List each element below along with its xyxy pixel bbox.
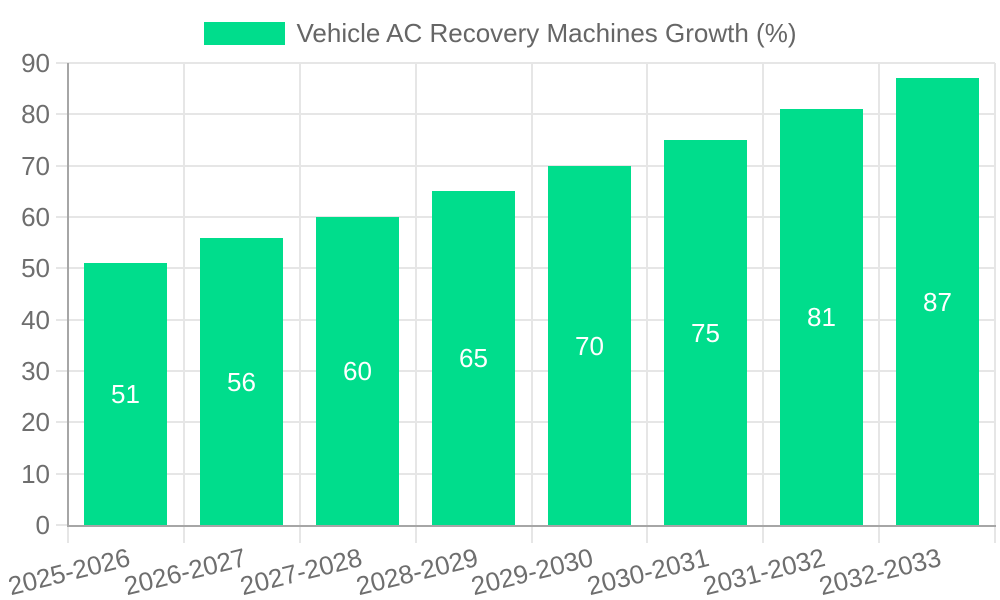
y-axis-label: 0 xyxy=(35,510,50,540)
x-axis-line xyxy=(67,525,996,527)
bar-value-label: 65 xyxy=(459,343,488,373)
x-axis-tick xyxy=(762,525,765,543)
y-axis-label: 20 xyxy=(21,407,50,438)
legend-title: Vehicle AC Recovery Machines Growth (%) xyxy=(296,18,797,48)
y-axis-tick xyxy=(56,62,68,64)
gridline-vertical xyxy=(646,63,649,525)
bar-value-label: 60 xyxy=(343,356,372,386)
y-axis-label: 90 xyxy=(21,48,50,78)
y-axis-label: 30 xyxy=(21,356,50,386)
bar-value-label: 87 xyxy=(923,287,952,317)
bar-value-label: 51 xyxy=(111,379,140,409)
y-axis-tick xyxy=(56,164,68,167)
x-axis-tick xyxy=(646,525,649,543)
chart-legend: Vehicle AC Recovery Machines Growth (%) xyxy=(0,20,1000,46)
x-axis-tick xyxy=(414,525,417,543)
y-axis-tick xyxy=(56,421,68,424)
x-axis-tick xyxy=(878,525,881,543)
bar-value-label: 75 xyxy=(691,318,720,348)
gridline-vertical xyxy=(182,63,185,525)
legend-item[interactable]: Vehicle AC Recovery Machines Growth (%) xyxy=(203,18,797,48)
bar-2032-2033 xyxy=(896,78,979,525)
x-axis-tick xyxy=(530,525,533,543)
bar-value-label: 70 xyxy=(575,331,604,361)
x-axis-tick xyxy=(67,525,69,543)
bar-2026-2027 xyxy=(200,238,283,525)
y-axis-tick xyxy=(56,216,68,218)
y-axis-label: 10 xyxy=(21,458,50,489)
y-axis-label: 70 xyxy=(21,150,50,181)
bar-2028-2029 xyxy=(432,191,515,525)
bar-2031-2032 xyxy=(780,109,863,525)
y-axis-label: 60 xyxy=(21,202,50,232)
bar-2030-2031 xyxy=(664,140,747,525)
y-axis-tick xyxy=(56,113,68,116)
x-axis-tick xyxy=(994,525,996,543)
x-axis-tick xyxy=(298,525,301,543)
y-axis-tick xyxy=(56,524,68,526)
bar-value-label: 56 xyxy=(227,367,256,397)
y-axis-tick xyxy=(56,318,68,321)
gridline-vertical xyxy=(762,63,765,525)
bar-value-label: 81 xyxy=(807,302,836,332)
bar-2025-2026 xyxy=(84,263,167,525)
y-axis-line xyxy=(67,63,69,527)
bar-2027-2028 xyxy=(316,217,399,525)
y-axis-label: 40 xyxy=(21,304,50,335)
legend-swatch xyxy=(203,21,285,45)
bar-2029-2030 xyxy=(548,166,631,525)
y-axis-tick xyxy=(56,370,68,372)
y-axis-tick xyxy=(56,267,68,270)
x-axis-tick xyxy=(182,525,185,543)
gridline-vertical xyxy=(298,63,301,525)
y-axis-label: 80 xyxy=(21,99,50,130)
gridline-vertical xyxy=(994,63,996,525)
gridline-vertical xyxy=(878,63,881,525)
y-axis-tick xyxy=(56,472,68,475)
y-axis-label: 50 xyxy=(21,253,50,284)
gridline-vertical xyxy=(530,63,533,525)
gridline-vertical xyxy=(414,63,417,525)
